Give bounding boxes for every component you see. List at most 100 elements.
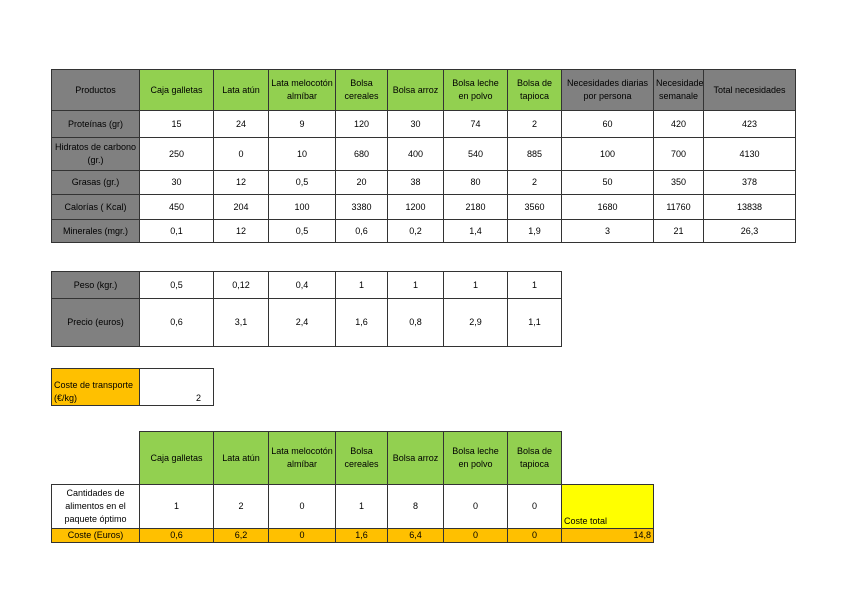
cell: 50: [561, 170, 654, 195]
table-row: Peso (kgr.) 0,5 0,12 0,4 1 1 1 1: [51, 271, 562, 299]
cell: 350: [653, 170, 704, 195]
cell: 10: [268, 137, 336, 171]
cost-cell: 0: [443, 528, 508, 543]
row-label: Hidratos de carbono (gr.): [51, 137, 140, 171]
quantities-label: Cantidades de alimentos en el paquete óp…: [51, 484, 140, 529]
product-header: Lata atún: [213, 69, 269, 111]
solution-table: Caja galletas Lata atún Lata melocotón alm…: [51, 431, 654, 543]
cell: 1,9: [507, 219, 562, 243]
cell: 2,4: [268, 298, 336, 347]
cell: 0,4: [268, 271, 336, 299]
cell: 0,5: [268, 170, 336, 195]
cell: 3560: [507, 194, 562, 220]
needs-header: Necesidades diarias por persona: [561, 69, 654, 111]
quantity-cell: 0: [443, 484, 508, 529]
cell: 2: [507, 110, 562, 138]
product-header: Bolsa arroz: [387, 431, 444, 485]
cell: 13838: [703, 194, 796, 220]
cell: 0,6: [335, 219, 388, 243]
cell: 26,3: [703, 219, 796, 243]
product-header: Bolsa cereales: [335, 431, 388, 485]
cell: 680: [335, 137, 388, 171]
product-header: Caja galletas: [139, 431, 214, 485]
cell: 21: [653, 219, 704, 243]
weight-price-table: Peso (kgr.) 0,5 0,12 0,4 1 1 1 1 Precio (euros) 0…: [51, 271, 562, 347]
cell: 204: [213, 194, 269, 220]
cell: 250: [139, 137, 214, 171]
cell: 0: [213, 137, 269, 171]
product-header: Bolsa de tapioca: [507, 69, 562, 111]
cell: 423: [703, 110, 796, 138]
quantity-cell: 0: [507, 484, 562, 529]
product-header: Bolsa cereales: [335, 69, 388, 111]
cell: 885: [507, 137, 562, 171]
cell: 30: [387, 110, 444, 138]
cell: 1,6: [335, 298, 388, 347]
cell: 60: [561, 110, 654, 138]
row-label: Calorías ( Kcal): [51, 194, 140, 220]
cell: 100: [561, 137, 654, 171]
cell: 4130: [703, 137, 796, 171]
quantity-cell: 0: [268, 484, 336, 529]
cell: 20: [335, 170, 388, 195]
product-header: Bolsa leche en polvo: [443, 431, 508, 485]
product-header: Bolsa arroz: [387, 69, 444, 111]
cell: 0,6: [139, 298, 214, 347]
table-row: Minerales (mgr.) 0,1 12 0,5 0,6 0,2 1,4 1,9 3 21 2…: [51, 219, 796, 243]
table-row: Proteínas (gr) 15 24 9 120 30 74 2 60 420 423: [51, 110, 796, 138]
row-label: Proteínas (gr): [51, 110, 140, 138]
cell: 0,8: [387, 298, 444, 347]
cell: 540: [443, 137, 508, 171]
cell: 0,5: [268, 219, 336, 243]
total-label: Coste total: [561, 484, 654, 529]
cell: 0,12: [213, 271, 269, 299]
table-row: Calorías ( Kcal) 450 204 100 3380 1200 2180 356…: [51, 194, 796, 220]
row-label: Minerales (mgr.): [51, 219, 140, 243]
empty-corner: [51, 431, 140, 485]
cell: 0,2: [387, 219, 444, 243]
product-header: Lata melocotón almíbar: [268, 431, 336, 485]
cell: 378: [703, 170, 796, 195]
cost-cell: 0,6: [139, 528, 214, 543]
quantity-cell: 2: [213, 484, 269, 529]
cost-cell: 6,2: [213, 528, 269, 543]
product-header: Lata atún: [213, 431, 269, 485]
cell: 1,1: [507, 298, 562, 347]
cell: 74: [443, 110, 508, 138]
cell: 450: [139, 194, 214, 220]
cell: 1: [387, 271, 444, 299]
quantity-cell: 8: [387, 484, 444, 529]
cell: 1: [335, 271, 388, 299]
cell: 0,5: [139, 271, 214, 299]
cell: 420: [653, 110, 704, 138]
cell: 12: [213, 219, 269, 243]
quantity-cell: 1: [139, 484, 214, 529]
table-row: Hidratos de carbono (gr.) 250 0 10 680 400 540…: [51, 137, 796, 171]
row-label: Grasas (gr.): [51, 170, 140, 195]
cell: 120: [335, 110, 388, 138]
cell: 100: [268, 194, 336, 220]
cell: 12: [213, 170, 269, 195]
product-header: Lata melocotón almíbar: [268, 69, 336, 111]
empty-cell: [561, 431, 654, 485]
transport-value: 2: [139, 368, 214, 406]
product-header: Caja galletas: [139, 69, 214, 111]
cell: 1: [443, 271, 508, 299]
cell: 80: [443, 170, 508, 195]
table-row: Precio (euros) 0,6 3,1 2,4 1,6 0,8 2,9 1,1: [51, 298, 562, 347]
table-row: Grasas (gr.) 30 12 0,5 20 38 80 2 50 350 378: [51, 170, 796, 195]
transport-label: Coste de transporte (€/kg): [51, 368, 140, 406]
row-label: Precio (euros): [51, 298, 140, 347]
header-productos: Productos: [51, 69, 140, 111]
transport-table: Coste de transporte (€/kg) 2: [51, 368, 214, 406]
quantity-cell: 1: [335, 484, 388, 529]
cell: 24: [213, 110, 269, 138]
cost-label: Coste (Euros): [51, 528, 140, 543]
row-label: Peso (kgr.): [51, 271, 140, 299]
cell: 400: [387, 137, 444, 171]
cell: 1,4: [443, 219, 508, 243]
cell: 38: [387, 170, 444, 195]
cell: 2: [507, 170, 562, 195]
cell: 2180: [443, 194, 508, 220]
cost-cell: 0: [507, 528, 562, 543]
